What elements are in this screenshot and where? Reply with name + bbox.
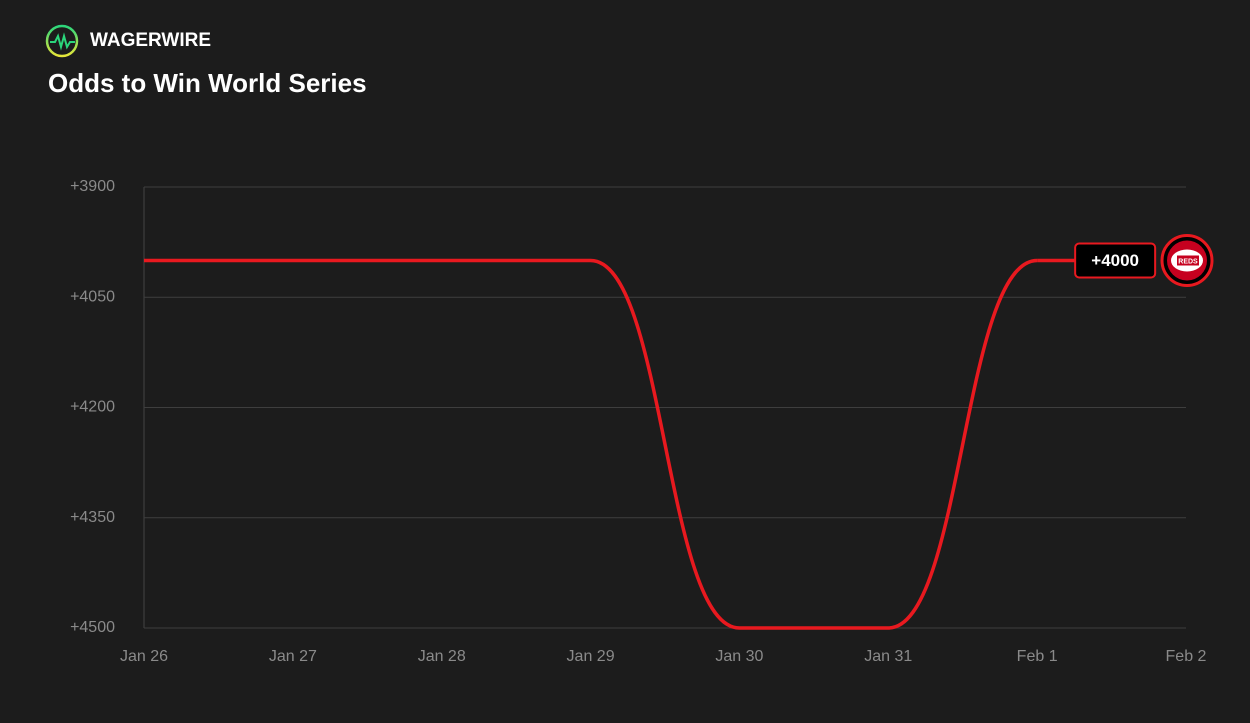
team-logo-band xyxy=(1177,255,1199,266)
y-tick-label: +4350 xyxy=(70,509,115,526)
brand-logo xyxy=(45,24,79,58)
x-tick-label: Jan 27 xyxy=(269,648,317,665)
x-tick-label: Jan 29 xyxy=(567,648,615,665)
y-tick-label: +4500 xyxy=(70,619,115,636)
x-tick-label: Jan 30 xyxy=(715,648,763,665)
x-tick-label: Feb 1 xyxy=(1017,648,1058,665)
x-tick-label: Jan 28 xyxy=(418,648,466,665)
x-tick-label: Jan 31 xyxy=(864,648,912,665)
x-tick-label: Jan 26 xyxy=(120,648,168,665)
value-label-box xyxy=(1074,242,1157,279)
chart-title: Odds to Win World Series xyxy=(48,68,367,98)
team-logo-text: REDS xyxy=(1178,258,1198,265)
y-tick-label: +4050 xyxy=(70,288,115,305)
y-tick-label: +4200 xyxy=(70,399,115,416)
y-tick-label: +3900 xyxy=(70,178,115,195)
value-label: +4000 xyxy=(1091,251,1139,270)
brand-name: WAGERWIRE xyxy=(90,30,211,51)
line xyxy=(143,258,1038,630)
x-tick-label: Feb 2 xyxy=(1166,648,1207,665)
